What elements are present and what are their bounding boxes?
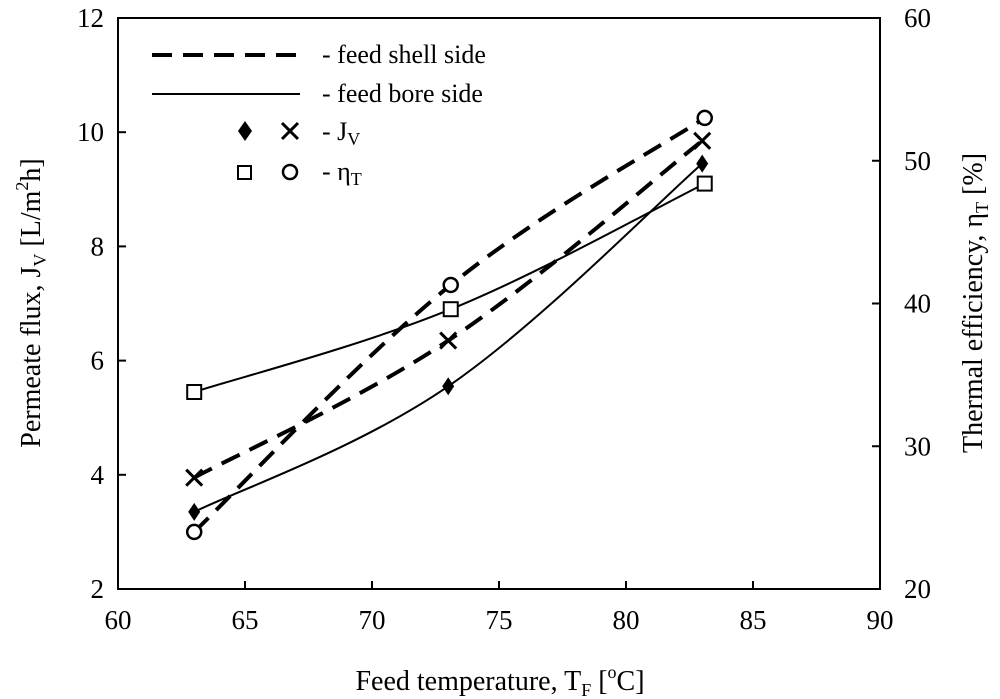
x-tick-label: 70: [359, 605, 386, 635]
data-point-square: [696, 175, 713, 192]
axes: 60 65 70 75 80 85 90 2 4 6 8 10 12 20 30 40 50 60: [77, 3, 931, 635]
data-point-diamond: [188, 502, 201, 521]
x-tick-label: 60: [105, 605, 132, 635]
legend-eta-label: - ηT: [322, 157, 362, 189]
legend-x-marker: [280, 121, 300, 141]
legend-circle-marker: [281, 163, 299, 181]
x-tick-label: 80: [613, 605, 640, 635]
y-left-tick-label: 6: [91, 346, 105, 376]
x-tick-label: 90: [867, 605, 894, 635]
x-tick-label: 65: [232, 605, 259, 635]
series-line--t-feed-shell-side: [192, 116, 706, 534]
data-point-square: [442, 301, 459, 318]
data-point-diamond: [696, 154, 709, 173]
legend-jv-label: - JV: [322, 117, 360, 149]
y-right-tick-label: 30: [904, 431, 931, 461]
series-layer: [185, 109, 713, 541]
series-line-jv-feed-bore-side: [193, 162, 703, 513]
x-tick-label: 75: [486, 605, 513, 635]
data-point-diamond: [442, 377, 455, 396]
x-tick-label: 85: [740, 605, 767, 635]
legend-bore-label: - feed bore side: [322, 79, 483, 108]
data-point-circle: [185, 523, 203, 541]
x-axis-title: Feed temperature, TF [oC]: [355, 662, 644, 699]
data-point-x: [439, 331, 458, 350]
legend-shell-label: - feed shell side: [322, 40, 486, 69]
y-left-tick-label: 8: [91, 231, 105, 261]
y-right-tick-label: 20: [904, 574, 931, 604]
data-point-x: [693, 131, 712, 150]
y-left-tick-label: 10: [77, 117, 104, 147]
y-right-tick-label: 50: [904, 146, 931, 176]
y-left-axis-title: Permeate flux, JV [L/m2h]: [12, 158, 50, 448]
y-left-tick-label: 4: [91, 460, 105, 490]
legend-square-marker: [237, 165, 252, 180]
y-right-tick-label: 60: [904, 3, 931, 33]
data-point-x: [185, 468, 204, 487]
data-point-circle: [442, 276, 459, 294]
legend-diamond-marker: [238, 121, 252, 141]
marker-layer: [185, 109, 713, 541]
y-left-tick-label: 12: [77, 3, 104, 33]
data-point-square: [186, 384, 203, 401]
y-right-tick-label: 40: [904, 289, 931, 319]
y-left-tick-label: 2: [91, 574, 105, 604]
data-point-circle: [696, 109, 713, 127]
y-right-axis-title: Thermal efficiency, ηT [%]: [958, 153, 992, 453]
legend: - feed shell side - feed bore side - JV …: [152, 40, 486, 189]
